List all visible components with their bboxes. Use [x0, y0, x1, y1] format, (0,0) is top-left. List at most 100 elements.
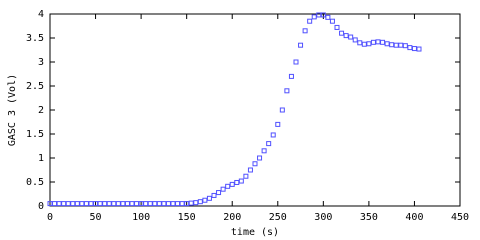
- point: [225, 183, 231, 189]
- point: [416, 46, 422, 52]
- point: [266, 141, 272, 147]
- y-tick-label: 2: [38, 105, 44, 116]
- y-tick-label: 4: [38, 9, 44, 20]
- point: [229, 181, 235, 187]
- x-tick-label: 450: [451, 212, 469, 223]
- y-tick-label: 0.5: [26, 177, 44, 188]
- point: [70, 201, 76, 207]
- point: [188, 200, 194, 206]
- point: [193, 200, 199, 206]
- point: [252, 161, 258, 167]
- point: [247, 167, 253, 173]
- point: [124, 201, 130, 207]
- x-tick-label: 150: [178, 212, 196, 223]
- point: [216, 190, 222, 196]
- point: [348, 34, 354, 40]
- x-tick-label: 100: [132, 212, 150, 223]
- point: [402, 43, 408, 49]
- point: [170, 201, 176, 207]
- point: [175, 201, 181, 207]
- point: [279, 107, 285, 113]
- point: [243, 173, 249, 179]
- point: [52, 201, 58, 207]
- x-tick-label: 300: [314, 212, 332, 223]
- point: [220, 186, 226, 192]
- x-tick-label: 400: [405, 212, 423, 223]
- point: [97, 201, 103, 207]
- point: [334, 24, 340, 30]
- point: [302, 28, 308, 34]
- point: [398, 42, 404, 48]
- point: [65, 201, 71, 207]
- y-tick-label: 3: [38, 57, 44, 68]
- point: [83, 201, 89, 207]
- point: [311, 14, 317, 20]
- point: [366, 41, 372, 47]
- point: [307, 18, 313, 24]
- point: [56, 201, 62, 207]
- point: [329, 18, 335, 24]
- point: [120, 201, 126, 207]
- point: [206, 195, 212, 201]
- x-tick-label: 0: [47, 212, 53, 223]
- y-tick-label: 3.5: [26, 33, 44, 44]
- x-tick-label: 350: [360, 212, 378, 223]
- point: [380, 39, 386, 45]
- point: [393, 42, 399, 48]
- point: [370, 39, 376, 45]
- point: [47, 201, 53, 207]
- y-axis-label: GASC 3 (Vol): [7, 74, 18, 146]
- point: [106, 201, 112, 207]
- point: [357, 40, 363, 46]
- point: [161, 201, 167, 207]
- point: [320, 12, 326, 18]
- point: [238, 178, 244, 184]
- point: [257, 155, 263, 161]
- point: [339, 30, 345, 36]
- point: [384, 41, 390, 47]
- point: [134, 201, 140, 207]
- point: [88, 201, 94, 207]
- point: [111, 201, 117, 207]
- point: [197, 199, 203, 205]
- y-tick-label: 2.5: [26, 81, 44, 92]
- x-axis-label: time (s): [231, 227, 279, 238]
- point: [325, 14, 331, 20]
- point: [316, 12, 322, 18]
- point: [343, 33, 349, 39]
- point: [165, 201, 171, 207]
- point: [293, 59, 299, 65]
- y-tick-label: 0: [38, 201, 44, 212]
- point: [298, 42, 304, 48]
- x-tick-label: 200: [223, 212, 241, 223]
- point: [261, 148, 267, 154]
- point: [152, 201, 158, 207]
- point: [74, 201, 80, 207]
- point: [93, 201, 99, 207]
- point: [202, 197, 208, 203]
- point: [179, 201, 185, 207]
- point: [275, 121, 281, 127]
- point: [284, 88, 290, 94]
- point: [234, 179, 240, 185]
- point: [361, 41, 367, 47]
- point: [407, 45, 413, 51]
- y-tick-label: 1.5: [26, 129, 44, 140]
- point: [211, 192, 217, 198]
- point: [138, 201, 144, 207]
- y-tick-label: 1: [38, 153, 44, 164]
- point: [270, 132, 276, 138]
- point: [288, 73, 294, 79]
- point: [143, 201, 149, 207]
- point: [102, 201, 108, 207]
- point: [61, 201, 67, 207]
- point: [411, 46, 417, 52]
- point: [156, 201, 162, 207]
- point: [147, 201, 153, 207]
- x-tick-label: 50: [90, 212, 102, 223]
- point: [352, 37, 358, 43]
- point: [129, 201, 135, 207]
- x-tick-label: 250: [269, 212, 287, 223]
- point: [79, 201, 85, 207]
